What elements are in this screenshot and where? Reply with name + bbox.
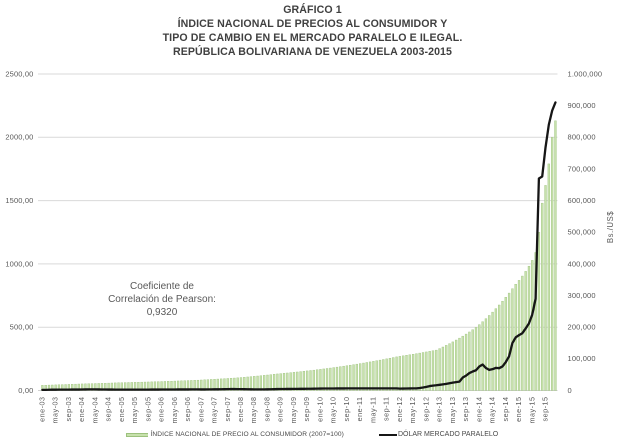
svg-text:ene-08: ene-08 xyxy=(236,397,245,422)
svg-text:900,000: 900,000 xyxy=(568,101,596,110)
svg-text:500,00: 500,00 xyxy=(10,323,34,332)
svg-text:ene-05: ene-05 xyxy=(117,397,126,422)
svg-text:ene-09: ene-09 xyxy=(276,397,285,422)
svg-text:0: 0 xyxy=(568,386,572,395)
svg-text:ene-04: ene-04 xyxy=(77,397,86,422)
svg-text:1.000,000: 1.000,000 xyxy=(568,69,603,78)
svg-text:ene-10: ene-10 xyxy=(315,397,324,422)
svg-text:sep-04: sep-04 xyxy=(104,397,113,422)
svg-text:sep-15: sep-15 xyxy=(541,397,550,422)
svg-text:may-11: may-11 xyxy=(368,397,377,423)
svg-text:may-15: may-15 xyxy=(527,397,536,424)
svg-text:1500,00: 1500,00 xyxy=(5,196,33,205)
svg-text:300,000: 300,000 xyxy=(568,291,596,300)
svg-text:1000,00: 1000,00 xyxy=(5,259,33,268)
svg-text:800,000: 800,000 xyxy=(568,133,596,142)
svg-text:500,000: 500,000 xyxy=(568,228,596,237)
svg-text:sep-06: sep-06 xyxy=(183,397,192,422)
svg-text:100,000: 100,000 xyxy=(568,354,596,363)
svg-text:ene-14: ene-14 xyxy=(474,397,483,422)
svg-text:200,000: 200,000 xyxy=(568,323,596,332)
svg-text:may-07: may-07 xyxy=(210,397,219,424)
svg-text:may-09: may-09 xyxy=(289,397,298,424)
svg-text:may-08: may-08 xyxy=(249,397,258,424)
svg-text:sep-10: sep-10 xyxy=(342,397,351,422)
svg-text:may-06: may-06 xyxy=(170,397,179,424)
svg-text:may-12: may-12 xyxy=(408,397,417,424)
svg-text:sep-11: sep-11 xyxy=(382,397,391,421)
svg-text:ene-07: ene-07 xyxy=(196,397,205,422)
svg-text:2500,00: 2500,00 xyxy=(5,69,33,78)
svg-text:sep-08: sep-08 xyxy=(262,397,271,422)
svg-text:2000,00: 2000,00 xyxy=(5,133,33,142)
svg-text:sep-07: sep-07 xyxy=(223,397,232,422)
svg-text:sep-03: sep-03 xyxy=(64,397,73,422)
svg-text:ene-06: ene-06 xyxy=(157,397,166,422)
svg-text:sep-13: sep-13 xyxy=(461,397,470,422)
svg-text:may-14: may-14 xyxy=(488,397,497,424)
svg-text:600,000: 600,000 xyxy=(568,196,596,205)
svg-text:may-03: may-03 xyxy=(51,397,60,424)
svg-text:may-13: may-13 xyxy=(448,397,457,424)
svg-text:0,00: 0,00 xyxy=(18,386,33,395)
svg-text:ene-15: ene-15 xyxy=(514,397,523,422)
svg-text:may-10: may-10 xyxy=(329,397,338,424)
svg-text:ene-13: ene-13 xyxy=(435,397,444,422)
svg-text:sep-12: sep-12 xyxy=(421,397,430,422)
svg-text:ene-12: ene-12 xyxy=(395,397,404,422)
svg-text:sep-09: sep-09 xyxy=(302,397,311,422)
svg-text:ene-11: ene-11 xyxy=(355,397,364,422)
svg-text:sep-05: sep-05 xyxy=(143,397,152,422)
svg-text:400,000: 400,000 xyxy=(568,259,596,268)
svg-text:700,000: 700,000 xyxy=(568,164,596,173)
svg-text:may-04: may-04 xyxy=(90,397,99,424)
svg-text:ene-03: ene-03 xyxy=(37,397,46,422)
svg-text:may-05: may-05 xyxy=(130,397,139,424)
svg-text:sep-14: sep-14 xyxy=(501,397,510,422)
svg-text:Bs./US$: Bs./US$ xyxy=(606,211,615,243)
